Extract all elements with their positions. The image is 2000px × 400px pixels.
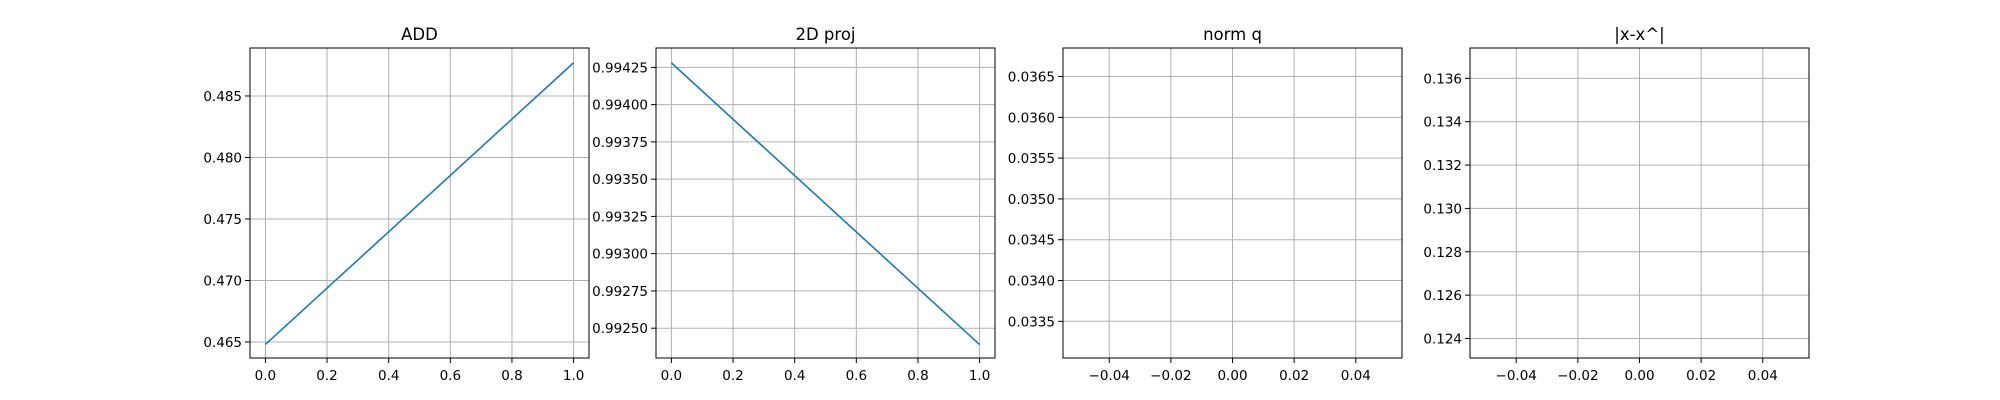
y-tick-label: 0.99300	[592, 247, 648, 263]
x-tick-label: 1.0	[969, 368, 990, 384]
y-tick-label: 0.0335	[1008, 314, 1055, 330]
y-tick-label: 0.99425	[592, 60, 648, 76]
y-tick-label: 0.126	[1423, 288, 1462, 304]
subplot-title: |x-x^|	[1614, 25, 1664, 44]
x-tick-label: 0.02	[1686, 368, 1716, 384]
y-tick-label: 0.0360	[1008, 110, 1055, 126]
x-tick-label: 0.0	[255, 368, 276, 384]
subplot-title: norm q	[1203, 25, 1262, 44]
y-tick-label: 0.99325	[592, 209, 648, 225]
x-tick-label: 0.4	[784, 368, 805, 384]
x-tick-label: 0.02	[1279, 368, 1309, 384]
subplot-title: ADD	[401, 25, 438, 44]
y-tick-label: 0.134	[1423, 115, 1462, 131]
y-tick-label: 0.99250	[592, 321, 648, 337]
x-tick-label: 0.00	[1217, 368, 1247, 384]
x-tick-label: 0.2	[316, 368, 337, 384]
x-tick-label: 0.6	[440, 368, 461, 384]
x-tick-label: 0.8	[501, 368, 522, 384]
y-tick-label: 0.99400	[592, 98, 648, 114]
y-tick-label: 0.136	[1423, 71, 1462, 87]
axes-frame	[249, 47, 590, 359]
y-tick-label: 0.0345	[1008, 233, 1055, 249]
y-tick-label: 0.130	[1423, 201, 1462, 217]
y-tick-label: 0.128	[1423, 245, 1462, 261]
x-tick-label: 0.04	[1341, 368, 1371, 384]
y-tick-label: 0.99350	[592, 172, 648, 188]
y-tick-label: 0.0355	[1008, 151, 1055, 167]
y-tick-label: 0.124	[1423, 331, 1462, 347]
y-tick-label: 0.485	[203, 89, 242, 105]
x-tick-label: 0.00	[1624, 368, 1654, 384]
subplot-abs-error: −0.04 −0.02 0.00 0.02 0.04 0.124 0.126 0.128 0.1…	[1423, 25, 1810, 384]
y-tick-label: 0.475	[203, 212, 242, 228]
y-tick-label: 0.99275	[592, 284, 648, 300]
x-tick-label: −0.04	[1496, 368, 1537, 384]
axes-frame	[655, 47, 996, 359]
y-tick-label: 0.132	[1423, 158, 1462, 174]
subplot-2d-proj: 0.0 0.2 0.4 0.6 0.8 1.0 0.99250 0.99275 0.99300 0…	[592, 25, 996, 384]
x-tick-label: −0.04	[1089, 368, 1130, 384]
series-line	[670, 62, 981, 346]
x-tick-label: 1.0	[563, 368, 584, 384]
series-line	[264, 62, 575, 346]
subplot-norm-q: −0.04 −0.02 0.00 0.02 0.04 0.0335 0.0340 0.0345…	[1008, 25, 1403, 384]
x-tick-label: 0.0	[661, 368, 682, 384]
subplot-add: 0.0 0.2 0.4 0.6 0.8 1.0 0.465 0.470 0.475 0.480 0.…	[203, 25, 590, 384]
subplot-title: 2D proj	[795, 25, 855, 44]
x-tick-label: −0.02	[1557, 368, 1598, 384]
x-tick-label: −0.02	[1150, 368, 1191, 384]
y-tick-label: 0.99375	[592, 135, 648, 151]
x-tick-label: 0.8	[907, 368, 928, 384]
y-tick-label: 0.0365	[1008, 70, 1055, 86]
y-tick-label: 0.0350	[1008, 192, 1055, 208]
x-tick-label: 0.6	[846, 368, 867, 384]
y-tick-label: 0.465	[203, 335, 242, 351]
y-tick-label: 0.0340	[1008, 274, 1055, 290]
y-tick-label: 0.480	[203, 150, 242, 166]
x-tick-label: 0.04	[1748, 368, 1778, 384]
x-tick-label: 0.4	[378, 368, 399, 384]
x-tick-label: 0.2	[722, 368, 743, 384]
y-tick-label: 0.470	[203, 274, 242, 290]
